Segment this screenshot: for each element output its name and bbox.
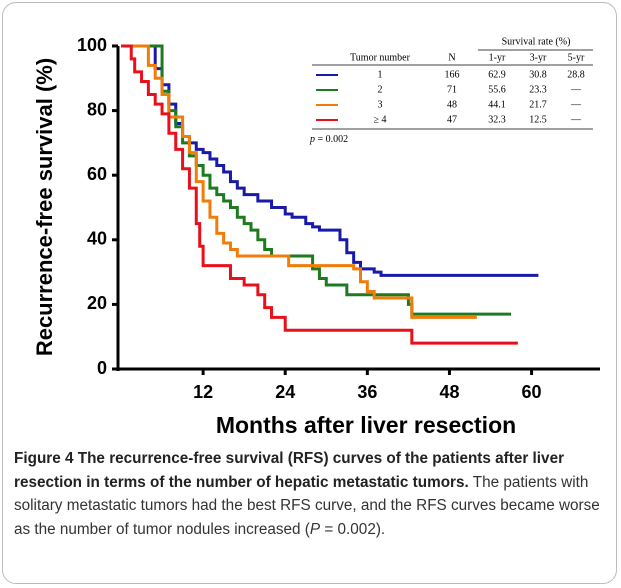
- y-tick-label: 60: [87, 164, 107, 184]
- table-cell: 21.7: [529, 99, 547, 110]
- x-tick-label: 24: [275, 382, 295, 402]
- table-group-header: Survival rate (%): [502, 36, 571, 47]
- legend-label: 2: [378, 84, 383, 95]
- table-cell: 32.3: [488, 114, 506, 125]
- x-tick-label: 12: [193, 382, 213, 402]
- table-header: N: [448, 52, 455, 63]
- survival-curve: [121, 44, 477, 319]
- table-cell: 12.5: [529, 114, 547, 125]
- chart: Recurrence-free survival (%) Months afte…: [32, 35, 600, 438]
- x-tick-label: 48: [439, 382, 459, 402]
- table-header: 3-yr: [530, 52, 547, 63]
- legend-label: 3: [378, 99, 383, 110]
- table-cell: 62.9: [488, 69, 506, 80]
- legend-label: ≥ 4: [374, 114, 387, 125]
- caption-title: Figure 4 The recurrence-free survival (R…: [14, 450, 565, 491]
- table-cell: 23.3: [529, 84, 547, 95]
- table-header: 5-yr: [568, 52, 585, 63]
- survival-curve: [121, 44, 539, 277]
- x-tick-label: 60: [522, 382, 542, 402]
- table-header: 1-yr: [489, 52, 506, 63]
- table-cell: —: [570, 114, 582, 125]
- x-tick-label: 36: [357, 382, 377, 402]
- p-symbol: p: [309, 134, 315, 145]
- table-cell: 48: [447, 99, 457, 110]
- table-header: Tumor number: [350, 52, 411, 63]
- survival-curve: [121, 44, 518, 345]
- y-tick-label: 0: [97, 358, 107, 378]
- survival-table: Survival rate (%) Tumor number N 1-yr 3-yr 5-…: [309, 36, 593, 145]
- y-tick-label: 100: [77, 35, 107, 55]
- table-cell: 44.1: [488, 99, 506, 110]
- table-cell: 47: [447, 114, 457, 125]
- caption-text: The patients with solitary metastatic tu…: [14, 473, 600, 538]
- table-cell: 55.6: [488, 84, 506, 95]
- table-cell: —: [570, 84, 582, 95]
- caption-text: = 0.002).: [320, 520, 386, 538]
- y-tick-label: 80: [87, 99, 107, 119]
- p-value: p = 0.002: [309, 134, 348, 145]
- table-cell: —: [570, 99, 582, 110]
- x-axis-label: Months after liver resection: [216, 412, 516, 438]
- p-text: = 0.002: [315, 134, 348, 145]
- y-axis-label: Recurrence-free survival (%): [32, 58, 57, 356]
- table-cell: 166: [445, 69, 460, 80]
- caption: Figure 4 The recurrence-free survival (R…: [14, 447, 612, 541]
- y-tick-label: 40: [87, 229, 107, 249]
- caption-p: P: [309, 520, 321, 538]
- table-cell: 30.8: [529, 69, 547, 80]
- legend-label: 1: [378, 69, 383, 80]
- y-tick-label: 20: [87, 293, 107, 313]
- table-cell: 28.8: [567, 69, 585, 80]
- table-cell: 71: [447, 84, 457, 95]
